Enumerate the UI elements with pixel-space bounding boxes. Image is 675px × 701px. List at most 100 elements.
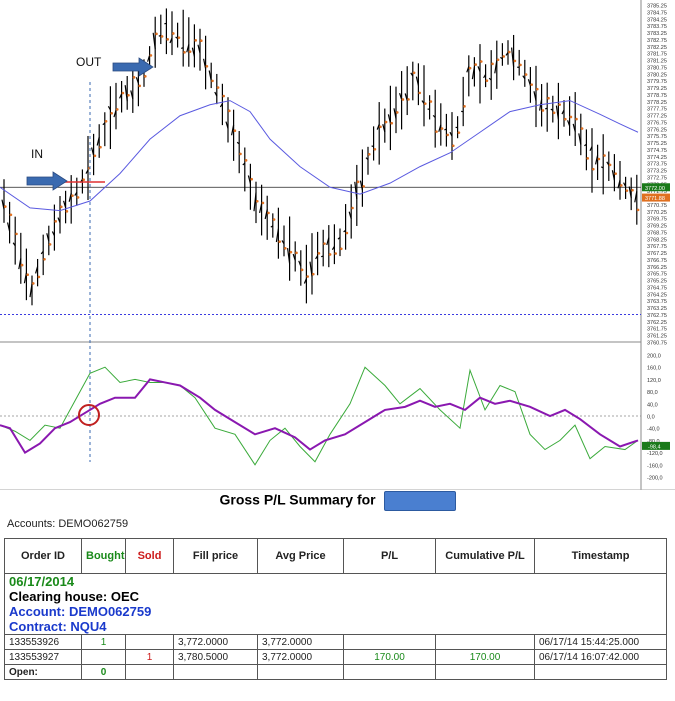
- price-tick-label: 3774.25: [647, 155, 667, 161]
- price-tick-label: 3763.25: [647, 306, 667, 312]
- price-bar-open: [158, 34, 161, 37]
- header-avg-price[interactable]: Avg Price: [257, 538, 344, 574]
- moving-average-line: [0, 100, 639, 212]
- cell-pl: [343, 634, 436, 650]
- price-bar-open: [12, 242, 16, 247]
- price-bar-close: [4, 205, 7, 208]
- price-bar-close: [575, 117, 578, 121]
- price-bar-close: [429, 100, 433, 103]
- price-tick-label: 3761.25: [647, 334, 667, 340]
- price-bar-close: [54, 220, 57, 223]
- cell-timestamp: 06/17/14 15:44:25.000: [534, 634, 667, 650]
- price-tick-label: 3773.75: [647, 162, 667, 168]
- price-bar-open: [617, 179, 621, 189]
- price-tick-label: 3765.25: [647, 279, 667, 285]
- price-bar-open: [393, 108, 397, 119]
- price-bar-open: [281, 240, 285, 245]
- current-price-tag: [642, 183, 670, 192]
- price-bar-open: [606, 161, 610, 166]
- header-bought[interactable]: Bought: [81, 538, 126, 574]
- redacted-box: [383, 491, 456, 511]
- price-bar-open: [348, 211, 352, 219]
- price-bar-open: [135, 77, 139, 84]
- trading-chart[interactable]: 3785.253784.753784.253783.753783.253782.…: [0, 0, 675, 490]
- price-bar-close: [48, 243, 52, 246]
- price-bar-open: [500, 56, 503, 60]
- cell-avg-price: 3,772.0000: [257, 634, 344, 650]
- price-bar-close: [312, 272, 315, 276]
- price-bar-open: [225, 121, 229, 129]
- price-tick-label: 3769.25: [647, 224, 667, 230]
- header-cumulative-pl[interactable]: Cumulative P/L: [435, 538, 535, 574]
- price-bar-open: [40, 251, 44, 255]
- price-bar-open: [203, 58, 207, 69]
- trade-date: 06/17/2014: [9, 574, 75, 589]
- price-bar-open: [29, 283, 33, 298]
- header-fill-price[interactable]: Fill price: [173, 538, 258, 574]
- price-tick-label: 3784.75: [647, 10, 667, 16]
- price-bar-close: [569, 115, 573, 119]
- header-sold[interactable]: Sold: [125, 538, 174, 574]
- price-bar-close: [625, 189, 629, 192]
- price-bar-open: [561, 109, 565, 115]
- price-tick-label: 3782.75: [647, 38, 667, 44]
- price-bar-open: [102, 122, 106, 126]
- price-bar-open: [387, 114, 391, 124]
- price-bar-close: [340, 247, 343, 251]
- osc-tick-label: 160,0: [647, 366, 661, 372]
- price-bar-close: [155, 32, 158, 36]
- price-bar-close: [127, 93, 130, 97]
- price-bar-close: [524, 73, 528, 76]
- price-bar-open: [589, 146, 593, 152]
- in-label: IN: [31, 147, 43, 161]
- price-bar-close: [424, 102, 427, 105]
- price-tick-label: 3780.25: [647, 72, 667, 78]
- info-block: 06/17/2014 Clearing house: OEC Account: …: [9, 574, 662, 634]
- price-bar-close: [267, 211, 270, 215]
- price-tick-label: 3762.25: [647, 320, 667, 326]
- out-label: OUT: [76, 55, 102, 69]
- price-bar-close: [608, 163, 612, 167]
- price-bar-close: [536, 87, 539, 91]
- price-bar-open: [169, 37, 173, 44]
- price-bar-close: [463, 105, 466, 108]
- price-bar-close: [323, 242, 326, 245]
- price-bar-close: [541, 109, 545, 112]
- price-bar-open: [270, 225, 274, 228]
- price-bar-close: [295, 251, 298, 255]
- price-bar-open: [421, 100, 425, 104]
- price-bar-open: [1, 199, 5, 210]
- price-bar-close: [373, 147, 377, 151]
- price-bar-open: [264, 209, 268, 220]
- price-bar-open: [303, 278, 307, 284]
- header-order-id[interactable]: Order ID: [4, 538, 82, 574]
- price-bar-open: [219, 103, 223, 108]
- price-bar-close: [485, 79, 489, 82]
- price-bar-close: [177, 36, 181, 39]
- price-tick-label: 3777.25: [647, 114, 667, 120]
- price-bar-open: [124, 85, 128, 102]
- price-bar-close: [457, 131, 461, 134]
- price-bar-close: [636, 208, 640, 212]
- crossover-circle-icon: [78, 404, 100, 426]
- price-bar-open: [236, 141, 240, 145]
- price-bar-close: [508, 50, 511, 54]
- price-bar-close: [631, 188, 634, 192]
- price-bar-open: [242, 162, 246, 166]
- price-bar-open: [483, 74, 487, 79]
- price-bar-close: [592, 167, 595, 171]
- header-timestamp[interactable]: Timestamp: [534, 538, 667, 574]
- price-tick-label: 3772.75: [647, 175, 667, 181]
- current-price-text: 3772.00: [645, 186, 665, 192]
- account-label: Account: DEMO062759: [9, 604, 152, 619]
- price-bar-open: [376, 124, 380, 130]
- price-bar-open: [191, 47, 195, 57]
- price-bar-open: [415, 76, 419, 86]
- price-bar-open: [23, 272, 27, 284]
- price-bar-close: [491, 62, 494, 66]
- table-row: 133553926 1 3,772.0000 3,772.0000 06/17/…: [4, 634, 667, 650]
- price-bar-open: [505, 52, 509, 56]
- cell-bought: [81, 649, 126, 665]
- header-pl[interactable]: P/L: [343, 538, 436, 574]
- price-bar-close: [480, 60, 483, 63]
